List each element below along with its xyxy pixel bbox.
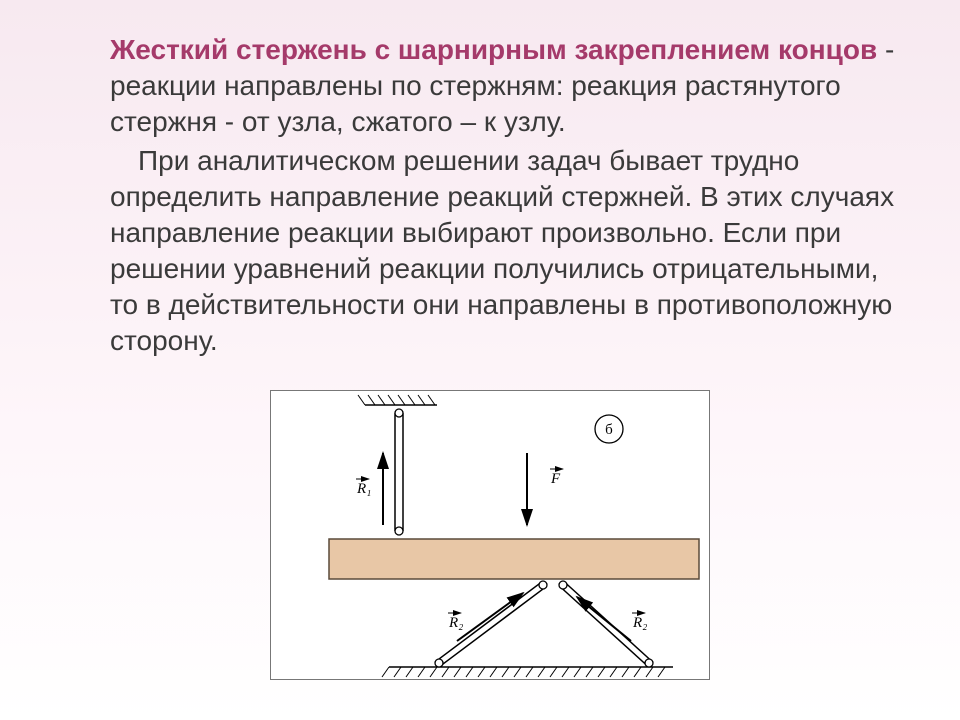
title-bold: Жесткий стержень с шарнирным закрепление… [110, 34, 877, 65]
paragraph-1: Жесткий стержень с шарнирным закрепление… [110, 32, 900, 139]
svg-text:F: F [550, 471, 561, 487]
mechanics-diagram: б R₁ F R₂ R₂ [270, 390, 710, 680]
svg-text:R₂: R₂ [632, 615, 647, 631]
svg-text:R₁: R₁ [356, 481, 371, 497]
svg-text:б: б [605, 422, 613, 438]
paragraph-2: При аналитическом решении задач бывает т… [110, 143, 900, 358]
svg-text:R₂: R₂ [448, 615, 463, 631]
slide-body: Жесткий стержень с шарнирным закрепление… [0, 0, 960, 358]
